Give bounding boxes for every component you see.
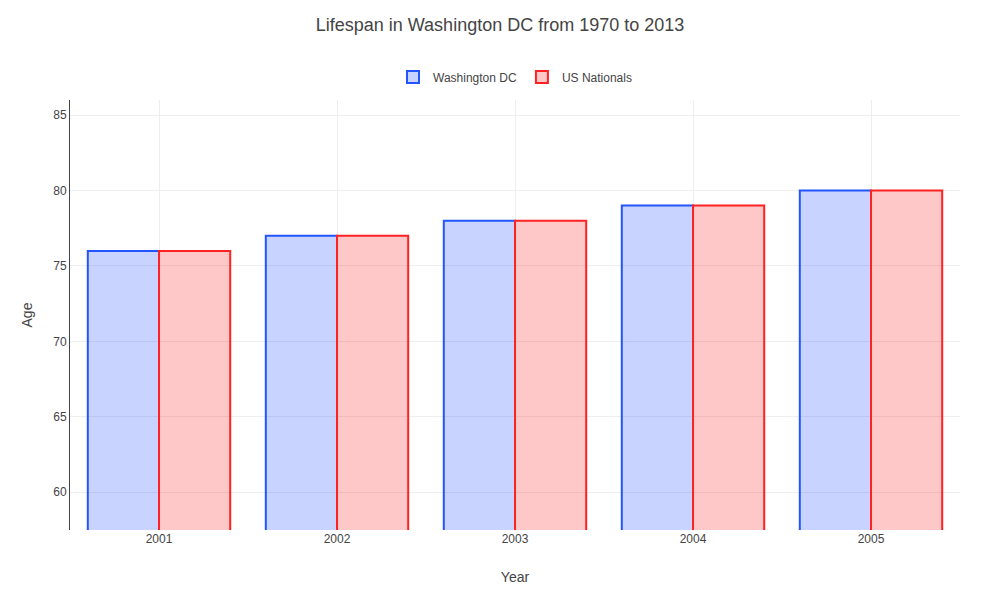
svg-text:Washington DC: Washington DC [433,71,517,85]
svg-text:65: 65 [53,410,67,424]
svg-text:2001: 2001 [146,532,173,546]
svg-text:85: 85 [53,108,67,122]
svg-text:Year: Year [501,569,530,585]
svg-text:Age: Age [19,302,35,327]
svg-text:Lifespan in Washington DC from: Lifespan in Washington DC from 1970 to 2… [316,15,685,35]
svg-text:2003: 2003 [502,532,529,546]
svg-text:60: 60 [53,485,67,499]
svg-text:75: 75 [53,259,67,273]
svg-text:2004: 2004 [680,532,707,546]
svg-text:80: 80 [53,184,67,198]
svg-text:2005: 2005 [858,532,885,546]
svg-text:2002: 2002 [324,532,351,546]
svg-text:70: 70 [53,335,67,349]
svg-text:US Nationals: US Nationals [562,71,632,85]
